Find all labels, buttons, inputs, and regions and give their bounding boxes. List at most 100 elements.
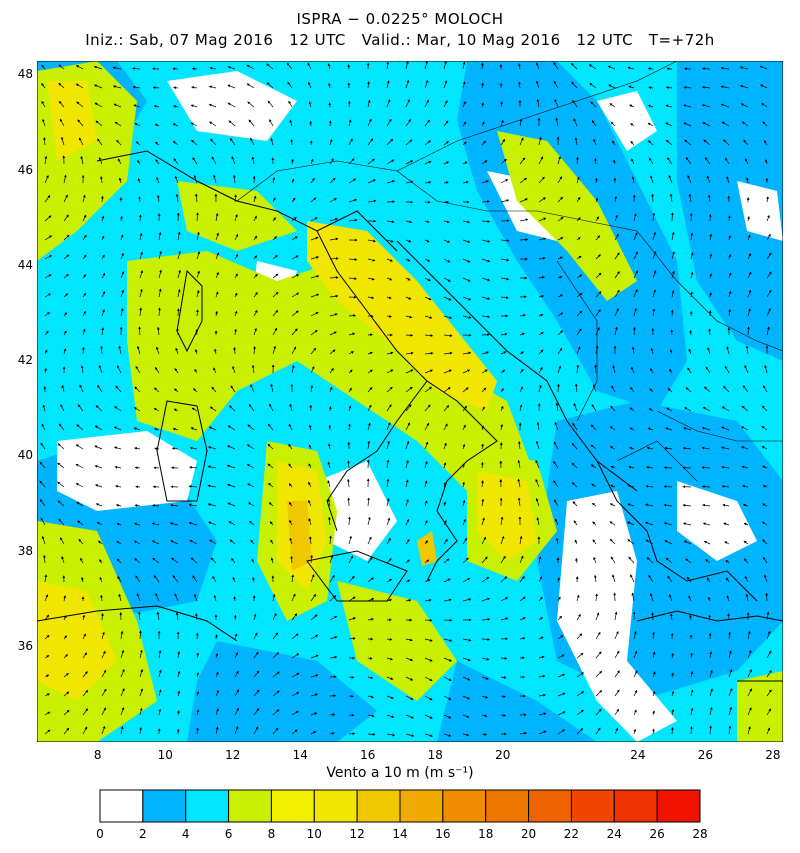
wind-arrow	[310, 385, 314, 393]
wind-arrow	[721, 484, 730, 488]
wind-arrow	[462, 101, 466, 108]
wind-arrow	[687, 175, 692, 184]
wind-arrow	[405, 119, 412, 127]
wind-arrow	[594, 157, 597, 165]
wind-arrow	[209, 121, 217, 127]
wind-arrow	[93, 84, 103, 89]
wind-arrow	[761, 405, 768, 412]
wind-arrow	[386, 220, 395, 224]
wind-arrow	[190, 427, 198, 431]
wind-arrow	[227, 445, 236, 450]
wind-arrow	[386, 404, 392, 412]
wind-arrow	[367, 497, 370, 507]
wind-arrow	[424, 480, 428, 488]
wind-arrow	[462, 518, 466, 526]
wind-arrow	[667, 157, 673, 165]
wind-arrow	[44, 330, 49, 336]
map-title: ISPRA − 0.0225° MOLOCH	[296, 10, 504, 28]
wind-arrow	[120, 252, 124, 260]
wind-arrow	[702, 406, 711, 412]
wind-arrow	[58, 82, 65, 89]
wind-arrow	[138, 326, 141, 336]
wind-arrow	[702, 522, 711, 526]
wind-arrow	[740, 446, 749, 450]
wind-arrow	[227, 102, 236, 108]
wind-arrow	[208, 521, 217, 526]
wind-arrow	[405, 498, 409, 507]
wind-arrow	[386, 315, 393, 318]
wind-arrow	[156, 194, 160, 203]
wind-arrow	[192, 388, 198, 393]
wind-arrow	[101, 291, 106, 298]
lat-tick-label: 46	[17, 162, 33, 177]
wind-arrow	[310, 158, 314, 165]
wind-arrow	[80, 557, 84, 564]
wind-arrow	[94, 425, 103, 431]
wind-arrow	[101, 235, 105, 241]
wind-arrow	[288, 423, 293, 431]
wind-arrow	[555, 402, 559, 412]
wind-arrow	[39, 461, 46, 469]
wind-arrow	[663, 466, 673, 469]
wind-arrow	[386, 80, 390, 89]
wind-arrow	[405, 139, 413, 146]
wind-arrow	[194, 368, 198, 374]
wind-arrow	[462, 443, 466, 450]
wind-arrow	[267, 482, 274, 488]
wind-arrow	[557, 383, 560, 393]
wind-arrow	[424, 180, 432, 184]
wind-arrow	[443, 120, 449, 127]
wind-vectors	[39, 61, 772, 738]
wind-arrow	[665, 86, 673, 89]
wind-arrow	[554, 499, 559, 507]
wind-arrow	[765, 592, 769, 602]
wind-arrow	[574, 383, 578, 393]
wind-arrow	[723, 139, 730, 146]
wind-arrow	[58, 100, 65, 108]
lon-tick-label: 28	[765, 748, 781, 762]
wind-arrow	[291, 216, 297, 222]
wind-arrow	[518, 63, 521, 70]
wind-arrow	[571, 81, 578, 89]
wind-arrow	[233, 614, 237, 621]
wind-arrow	[424, 61, 428, 70]
wind-arrow	[554, 421, 559, 431]
wind-arrow	[310, 197, 317, 203]
wind-arrow	[310, 177, 315, 184]
wind-arrow	[649, 157, 654, 165]
wind-arrow	[348, 138, 353, 146]
colorbar-tick-label: 14	[392, 827, 407, 841]
wind-arrow	[595, 345, 599, 355]
wind-arrow	[594, 177, 598, 184]
wind-arrow	[590, 101, 597, 108]
country-borders	[236, 61, 783, 482]
wind-arrow	[57, 443, 65, 450]
wind-arrow	[688, 348, 692, 355]
wind-arrow	[44, 155, 48, 165]
wind-arrow	[726, 176, 730, 184]
wind-arrow	[570, 62, 578, 70]
wind-arrow	[688, 193, 692, 203]
wind-arrow	[41, 82, 46, 89]
wind-arrow	[462, 537, 468, 545]
wind-arrow	[231, 557, 236, 564]
wind-arrow	[234, 310, 238, 317]
wind-arrow	[724, 157, 730, 165]
wind-arrow	[269, 403, 274, 412]
wind-arrow	[519, 157, 526, 165]
wind-arrow	[762, 484, 768, 488]
wind-arrow	[746, 177, 749, 184]
wind-arrow	[574, 137, 578, 146]
wind-arrow	[234, 233, 239, 241]
wind-arrow	[80, 155, 84, 165]
wind-arrow	[329, 158, 334, 165]
wind-arrow	[760, 84, 768, 89]
wind-arrow	[609, 538, 616, 545]
wind-arrow	[671, 231, 675, 241]
wind-arrow	[174, 368, 179, 374]
wind-arrow	[462, 296, 472, 301]
wind-arrow	[310, 236, 319, 241]
wind-arrow	[481, 443, 484, 450]
wind-arrow	[272, 177, 276, 184]
wind-arrow	[139, 251, 143, 260]
